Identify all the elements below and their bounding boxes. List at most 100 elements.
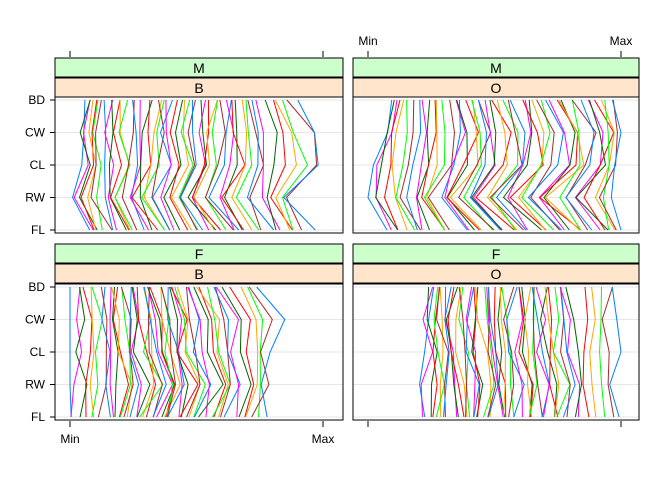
series-line: [487, 286, 497, 418]
series-line: [446, 99, 475, 231]
series-line: [104, 99, 117, 231]
series-line: [395, 99, 416, 231]
series-line: [509, 99, 547, 231]
series-line: [112, 286, 130, 418]
series-line: [121, 99, 138, 231]
series-line: [174, 286, 206, 418]
y-tick-label-CL: CL: [30, 158, 46, 172]
series-line: [176, 286, 201, 418]
series-line: [147, 286, 163, 418]
series-line: [255, 99, 281, 231]
series-line: [205, 99, 227, 231]
series-line: [375, 99, 398, 231]
series-line: [559, 99, 582, 231]
series-line: [213, 286, 241, 418]
series-line: [483, 286, 495, 418]
series-line: [224, 99, 243, 231]
series-line: [69, 287, 72, 418]
series-line: [193, 99, 218, 231]
series-line: [235, 99, 260, 231]
series-line: [240, 286, 259, 418]
strip-species-label: O: [491, 266, 502, 282]
strip-sex: [54, 57, 344, 78]
series-line: [527, 99, 564, 231]
series-line: [406, 99, 422, 231]
series-line: [432, 286, 441, 418]
series-line: [187, 99, 217, 231]
series-line: [514, 286, 524, 418]
y-tick-label-RW: RW: [25, 191, 45, 205]
series-line: [281, 99, 309, 231]
series-line: [136, 286, 157, 418]
series-line: [167, 286, 185, 418]
strip-sex: [352, 57, 640, 78]
series-line: [446, 99, 480, 231]
series-line: [169, 99, 189, 231]
series-line: [256, 286, 286, 418]
series-line: [163, 99, 184, 231]
series-line: [75, 286, 88, 418]
series-line: [426, 286, 438, 418]
x-tick-label-max: Max: [312, 432, 335, 446]
strip-sex-label: F: [195, 246, 204, 262]
y-tick-label-FL: FL: [31, 410, 45, 424]
strip-sex-label: F: [492, 246, 501, 262]
series-lines: [419, 286, 622, 418]
series-line: [475, 99, 515, 231]
series-line: [441, 99, 468, 231]
strip-species-label: B: [194, 266, 203, 282]
series-line: [108, 99, 127, 231]
series-line: [229, 286, 255, 418]
series-line: [90, 99, 113, 231]
series-line: [160, 99, 175, 231]
series-line: [502, 99, 542, 231]
series-lines: [367, 99, 622, 231]
panel-F-O: FO: [352, 243, 640, 421]
y-tick-label-CL: CL: [30, 345, 46, 359]
series-line: [97, 286, 108, 418]
series-line: [171, 286, 183, 418]
series-line: [540, 286, 558, 418]
series-line: [399, 99, 422, 231]
series-line: [160, 286, 181, 418]
series-line: [130, 286, 142, 418]
y-tick-label-CW: CW: [25, 126, 46, 140]
strip-sex-label: M: [193, 60, 205, 76]
series-line: [101, 286, 111, 418]
series-line: [147, 286, 176, 418]
strip-species: [352, 263, 640, 284]
series-line: [565, 286, 583, 418]
series-line: [91, 286, 103, 418]
strip-sex: [54, 243, 344, 264]
strip-sex: [352, 243, 640, 264]
series-line: [544, 99, 585, 231]
series-line: [219, 99, 235, 231]
series-line: [506, 286, 525, 418]
series-line: [532, 286, 543, 418]
series-line: [589, 286, 597, 418]
series-line: [469, 99, 501, 231]
series-line: [161, 286, 173, 418]
x-tick-label-min: Min: [358, 34, 377, 48]
series-line: [264, 99, 278, 231]
series-line: [458, 286, 468, 418]
series-line: [147, 286, 174, 418]
series-line: [109, 286, 114, 418]
series-line: [221, 286, 252, 418]
series-line: [530, 99, 560, 231]
series-line: [141, 99, 166, 231]
strip-species-label: O: [491, 80, 502, 96]
series-line: [552, 286, 571, 418]
series-line: [565, 99, 595, 231]
series-line: [193, 286, 224, 418]
series-line: [443, 286, 452, 418]
series-line: [521, 99, 554, 231]
series-line: [439, 286, 444, 418]
series-line: [114, 99, 133, 231]
series-line: [160, 286, 177, 418]
series-line: [73, 99, 94, 231]
series-line: [192, 99, 221, 231]
series-line: [472, 99, 503, 231]
panel-F-B: FB FL RW CL CW BD: [25, 243, 344, 424]
